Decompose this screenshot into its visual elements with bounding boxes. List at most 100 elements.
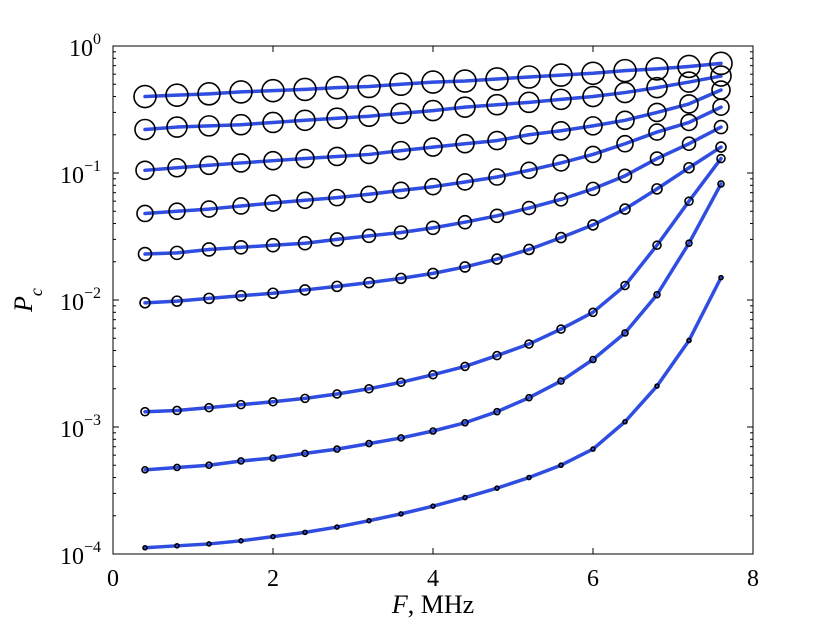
data-point-curve-3 xyxy=(199,155,219,176)
data-point-curve-7 xyxy=(140,406,150,417)
data-point-curve-9 xyxy=(622,418,628,425)
data-point-curve-1 xyxy=(485,67,509,91)
data-point-curve-6 xyxy=(619,203,631,215)
data-point-curve-1 xyxy=(421,70,445,94)
data-point-curve-8 xyxy=(301,449,309,458)
data-point-curve-7 xyxy=(300,393,310,404)
data-point-curve-9 xyxy=(590,446,596,452)
data-point-curve-2 xyxy=(230,113,252,136)
data-point-curve-1 xyxy=(133,84,157,109)
data-point-curve-7 xyxy=(428,369,438,380)
data-point-curve-4 xyxy=(232,197,250,215)
data-point-curve-5 xyxy=(681,136,697,152)
series-lines xyxy=(143,61,723,550)
data-point-curve-9 xyxy=(206,541,212,547)
data-point-curve-9 xyxy=(494,485,500,491)
data-point-curve-8 xyxy=(429,427,437,435)
data-point-curve-6 xyxy=(171,295,183,307)
data-point-curve-9 xyxy=(238,538,244,544)
data-point-curve-7 xyxy=(268,396,278,407)
data-point-curve-8 xyxy=(621,329,629,337)
y-tick-base: 10 xyxy=(60,417,84,443)
data-point-curve-7 xyxy=(524,339,534,349)
series-line-curve-6 xyxy=(143,145,723,305)
data-point-curve-3 xyxy=(263,150,283,171)
series-line-curve-2 xyxy=(143,74,723,132)
data-point-curve-2 xyxy=(614,81,636,104)
y-axis-symbol: P xyxy=(9,296,38,313)
data-point-curve-4 xyxy=(328,188,346,207)
data-point-curve-5 xyxy=(457,214,473,230)
data-point-curve-1 xyxy=(581,61,605,86)
data-point-curve-2 xyxy=(646,76,668,99)
data-point-curve-8 xyxy=(269,454,277,462)
data-point-curve-7 xyxy=(620,280,630,291)
data-point-curve-5 xyxy=(617,168,633,184)
data-point-curve-6 xyxy=(363,276,375,289)
data-point-curve-6 xyxy=(139,297,151,309)
data-point-curve-4 xyxy=(136,204,154,223)
x-tick-label: 8 xyxy=(747,566,759,592)
plot-area xyxy=(112,45,754,555)
y-axis-title: Pc xyxy=(9,288,46,313)
data-point-curve-6 xyxy=(587,219,599,231)
y-tick-base: 10 xyxy=(60,163,84,189)
x-tick-label: 4 xyxy=(427,566,439,592)
data-point-curve-7 xyxy=(492,350,502,361)
data-point-curve-2 xyxy=(390,102,412,125)
y-tick-label: 10−3 xyxy=(60,412,101,443)
data-point-curve-5 xyxy=(297,235,313,251)
data-point-curve-8 xyxy=(333,445,341,453)
data-point-curve-3 xyxy=(167,157,187,178)
data-point-curve-2 xyxy=(678,71,700,93)
data-point-curve-8 xyxy=(557,377,565,385)
data-point-curve-8 xyxy=(653,290,661,299)
data-point-curve-5 xyxy=(713,119,729,135)
data-point-curve-3 xyxy=(295,148,315,169)
data-point-curve-1 xyxy=(677,54,701,79)
data-point-curve-9 xyxy=(174,543,180,549)
data-point-curve-5 xyxy=(553,192,569,207)
data-point-curve-1 xyxy=(293,77,317,102)
data-point-curve-2 xyxy=(358,105,380,128)
data-point-curve-3 xyxy=(519,124,539,145)
data-point-curve-3 xyxy=(615,110,635,131)
data-point-curve-9 xyxy=(334,524,340,530)
data-point-curve-9 xyxy=(558,462,564,469)
x-tick-label: 6 xyxy=(587,566,599,592)
data-point-curve-6 xyxy=(267,287,279,300)
data-point-curve-2 xyxy=(486,93,508,116)
data-point-curve-1 xyxy=(165,83,189,107)
data-point-curve-9 xyxy=(142,544,148,551)
data-point-curve-5 xyxy=(521,200,537,216)
data-point-curve-7 xyxy=(396,377,406,388)
y-tick-exponent: −4 xyxy=(84,539,101,556)
data-point-curve-8 xyxy=(237,457,245,465)
data-point-curve-1 xyxy=(357,74,381,99)
data-point-curve-6 xyxy=(523,243,535,256)
data-point-curve-5 xyxy=(201,242,217,257)
data-point-curve-2 xyxy=(710,65,732,87)
data-point-curve-8 xyxy=(397,434,405,442)
x-axis-symbol: F xyxy=(391,590,409,619)
data-point-curve-9 xyxy=(270,533,276,540)
data-point-curve-3 xyxy=(647,102,667,123)
data-point-curve-4 xyxy=(200,200,218,218)
data-point-curve-5 xyxy=(425,220,441,236)
data-point-curve-3 xyxy=(391,140,411,161)
data-point-curve-9 xyxy=(686,337,692,344)
data-point-curve-2 xyxy=(262,111,284,134)
series-line-curve-9 xyxy=(143,275,723,550)
data-point-curve-3 xyxy=(551,120,571,141)
data-point-curve-4 xyxy=(392,181,410,200)
series-line-curve-7 xyxy=(143,156,723,414)
data-point-curve-6 xyxy=(427,267,439,280)
data-point-curve-1 xyxy=(517,65,541,89)
data-point-curve-4 xyxy=(360,185,378,204)
data-point-curve-6 xyxy=(331,280,343,293)
data-point-curve-6 xyxy=(203,292,215,305)
x-tick-label: 2 xyxy=(267,566,279,592)
data-point-curve-8 xyxy=(461,418,469,427)
